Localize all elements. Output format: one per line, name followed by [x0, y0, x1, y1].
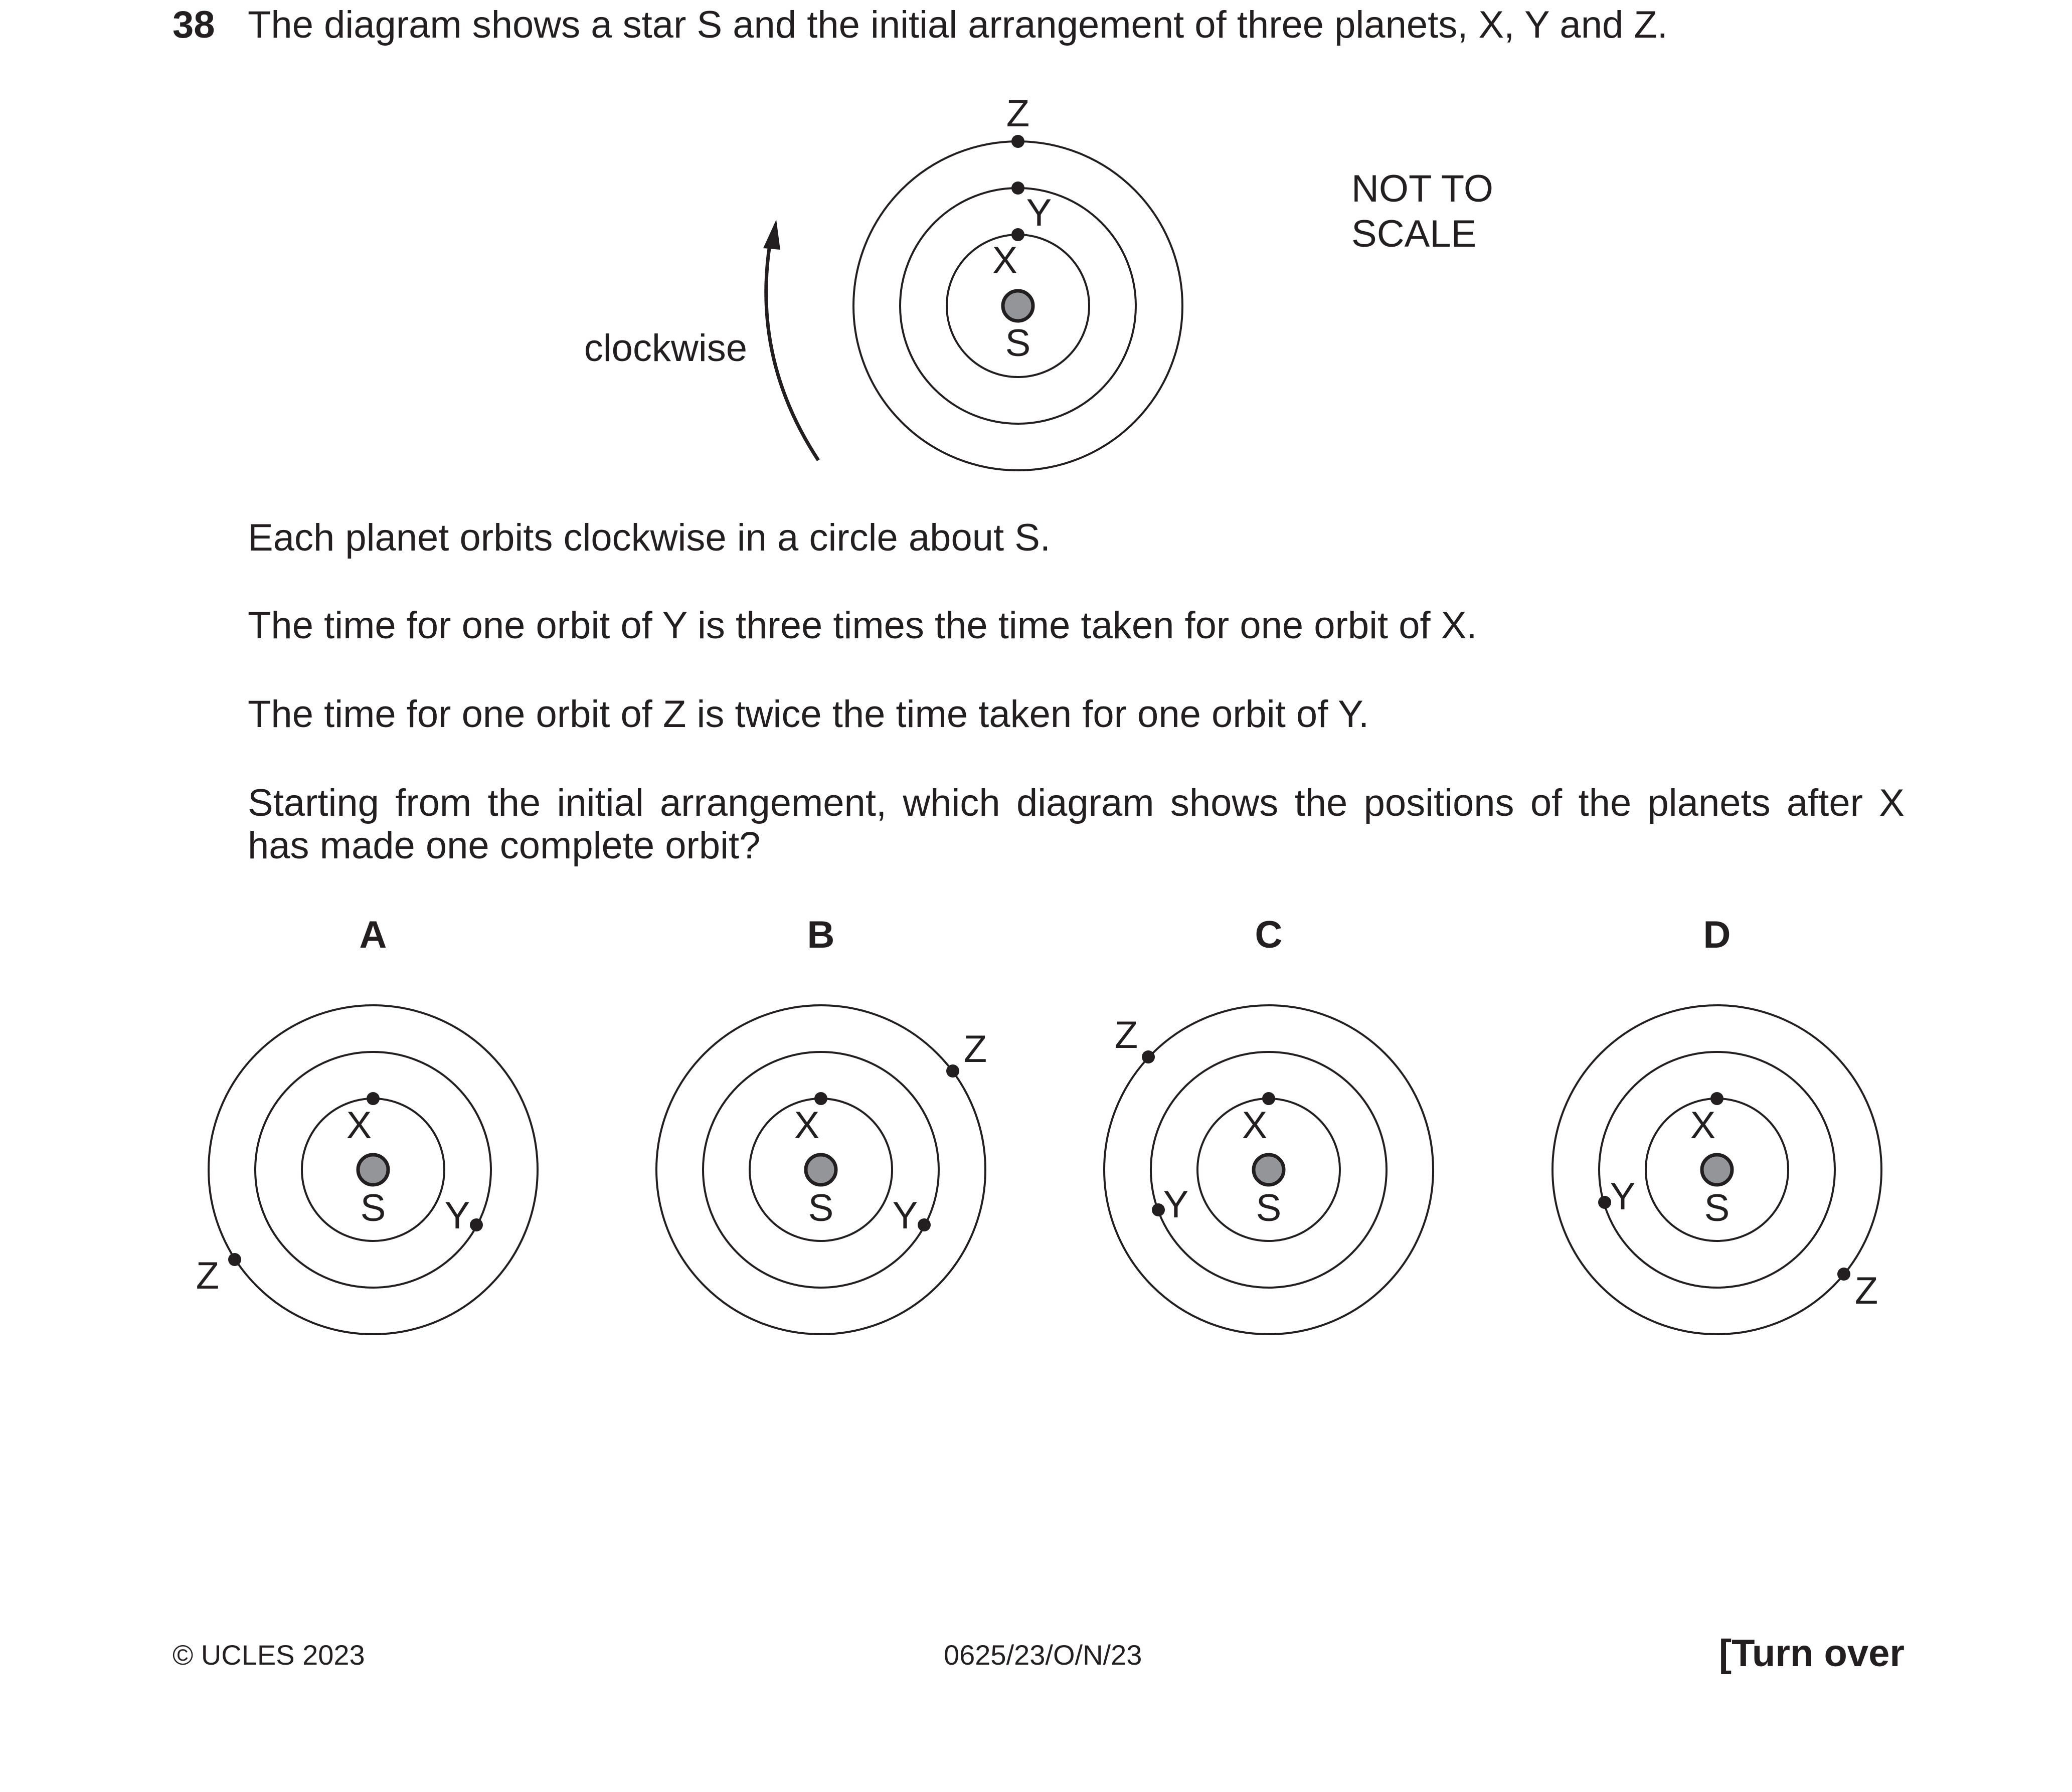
option-d-star-icon — [1700, 1153, 1734, 1187]
paragraph-orbit-direction: Each planet orbits clockwise in a circle… — [248, 516, 1051, 559]
option-c-orbit-z — [1103, 1004, 1434, 1335]
option-d-letter: D — [1703, 914, 1731, 956]
option-d-x-label: X — [1690, 1104, 1716, 1147]
option-c-y-label: Y — [1163, 1183, 1189, 1226]
option-a-orbit-z — [208, 1004, 539, 1335]
option-b-planet-z — [946, 1064, 959, 1078]
option-a-diagram: A S X Y Z — [196, 914, 539, 1335]
planet-x-dot — [1011, 228, 1024, 241]
paper-code-footer: 0625/23/O/N/23 — [944, 1639, 1142, 1671]
copyright-footer: © UCLES 2023 — [172, 1639, 365, 1671]
paragraph-question-line2: has made one complete orbit? — [248, 824, 761, 867]
option-a-star-label: S — [361, 1187, 386, 1229]
planet-z-dot — [1011, 135, 1024, 148]
main-planet-y-label: Y — [1026, 192, 1052, 234]
option-c-z-label: Z — [1115, 1014, 1138, 1056]
option-b-x-label: X — [794, 1104, 820, 1147]
option-a-star-icon — [356, 1153, 390, 1187]
option-b-letter: B — [807, 914, 835, 956]
option-c-diagram: C S X Y Z — [1103, 914, 1434, 1335]
option-c-planet-z — [1142, 1050, 1155, 1063]
clockwise-label: clockwise — [584, 327, 747, 370]
option-d-planet-z — [1837, 1268, 1850, 1281]
option-d-diagram: D S X Y Z — [1551, 914, 1882, 1335]
star-s-icon — [1001, 289, 1035, 323]
option-c-star-label: S — [1256, 1187, 1282, 1229]
option-c-letter: C — [1255, 914, 1283, 956]
option-c-star-icon — [1252, 1153, 1286, 1187]
option-a-z-label: Z — [196, 1255, 219, 1297]
option-b-planet-x — [814, 1092, 827, 1105]
option-a-planet-x — [367, 1092, 380, 1105]
option-c-orbit-y — [1150, 1051, 1388, 1289]
paragraph-z-period: The time for one orbit of Z is twice the… — [248, 693, 1369, 736]
option-b-star-label: S — [808, 1187, 834, 1229]
option-d-planet-y — [1598, 1196, 1611, 1209]
option-a-letter: A — [360, 914, 387, 956]
option-b-orbit-z — [655, 1004, 986, 1335]
option-d-z-label: Z — [1855, 1270, 1878, 1312]
option-d-y-label: Y — [1610, 1175, 1636, 1218]
option-a-planet-y — [470, 1218, 483, 1231]
option-b-star-icon — [804, 1153, 838, 1187]
clockwise-arrow-icon — [764, 235, 820, 461]
option-c-planet-x — [1262, 1092, 1275, 1105]
not-to-scale-line2: SCALE — [1351, 213, 1476, 255]
main-star-label: S — [1005, 322, 1031, 365]
question-intro: The diagram shows a star S and the initi… — [248, 4, 1668, 46]
option-b-planet-y — [918, 1218, 931, 1231]
paragraph-question-line1: Starting from the initial arrangement, w… — [248, 782, 1905, 824]
option-b-y-label: Y — [893, 1194, 918, 1237]
option-a-y-label: Y — [445, 1194, 470, 1237]
option-b-orbit-y — [702, 1051, 940, 1289]
option-c-x-label: X — [1242, 1104, 1268, 1147]
main-planet-z-label: Z — [1006, 92, 1029, 135]
not-to-scale-line1: NOT TO — [1351, 167, 1493, 210]
option-d-orbit-z — [1551, 1004, 1882, 1335]
question-number: 38 — [172, 4, 215, 46]
option-d-orbit-y — [1598, 1051, 1836, 1289]
main-planet-x-label: X — [992, 239, 1018, 282]
option-b-z-label: Z — [964, 1028, 987, 1070]
arrow-head-icon — [763, 220, 780, 250]
option-d-planet-x — [1710, 1092, 1723, 1105]
planet-y-dot — [1011, 182, 1024, 195]
option-d-star-label: S — [1704, 1187, 1730, 1229]
option-a-planet-z — [228, 1253, 241, 1266]
paragraph-y-period: The time for one orbit of Y is three tim… — [248, 604, 1477, 647]
option-a-orbit-y — [254, 1051, 492, 1289]
option-c-planet-y — [1152, 1203, 1165, 1216]
turn-over-footer: [Turn over — [1718, 1632, 1905, 1675]
option-a-x-label: X — [347, 1104, 372, 1147]
option-b-diagram: B S X Y Z — [655, 914, 987, 1335]
